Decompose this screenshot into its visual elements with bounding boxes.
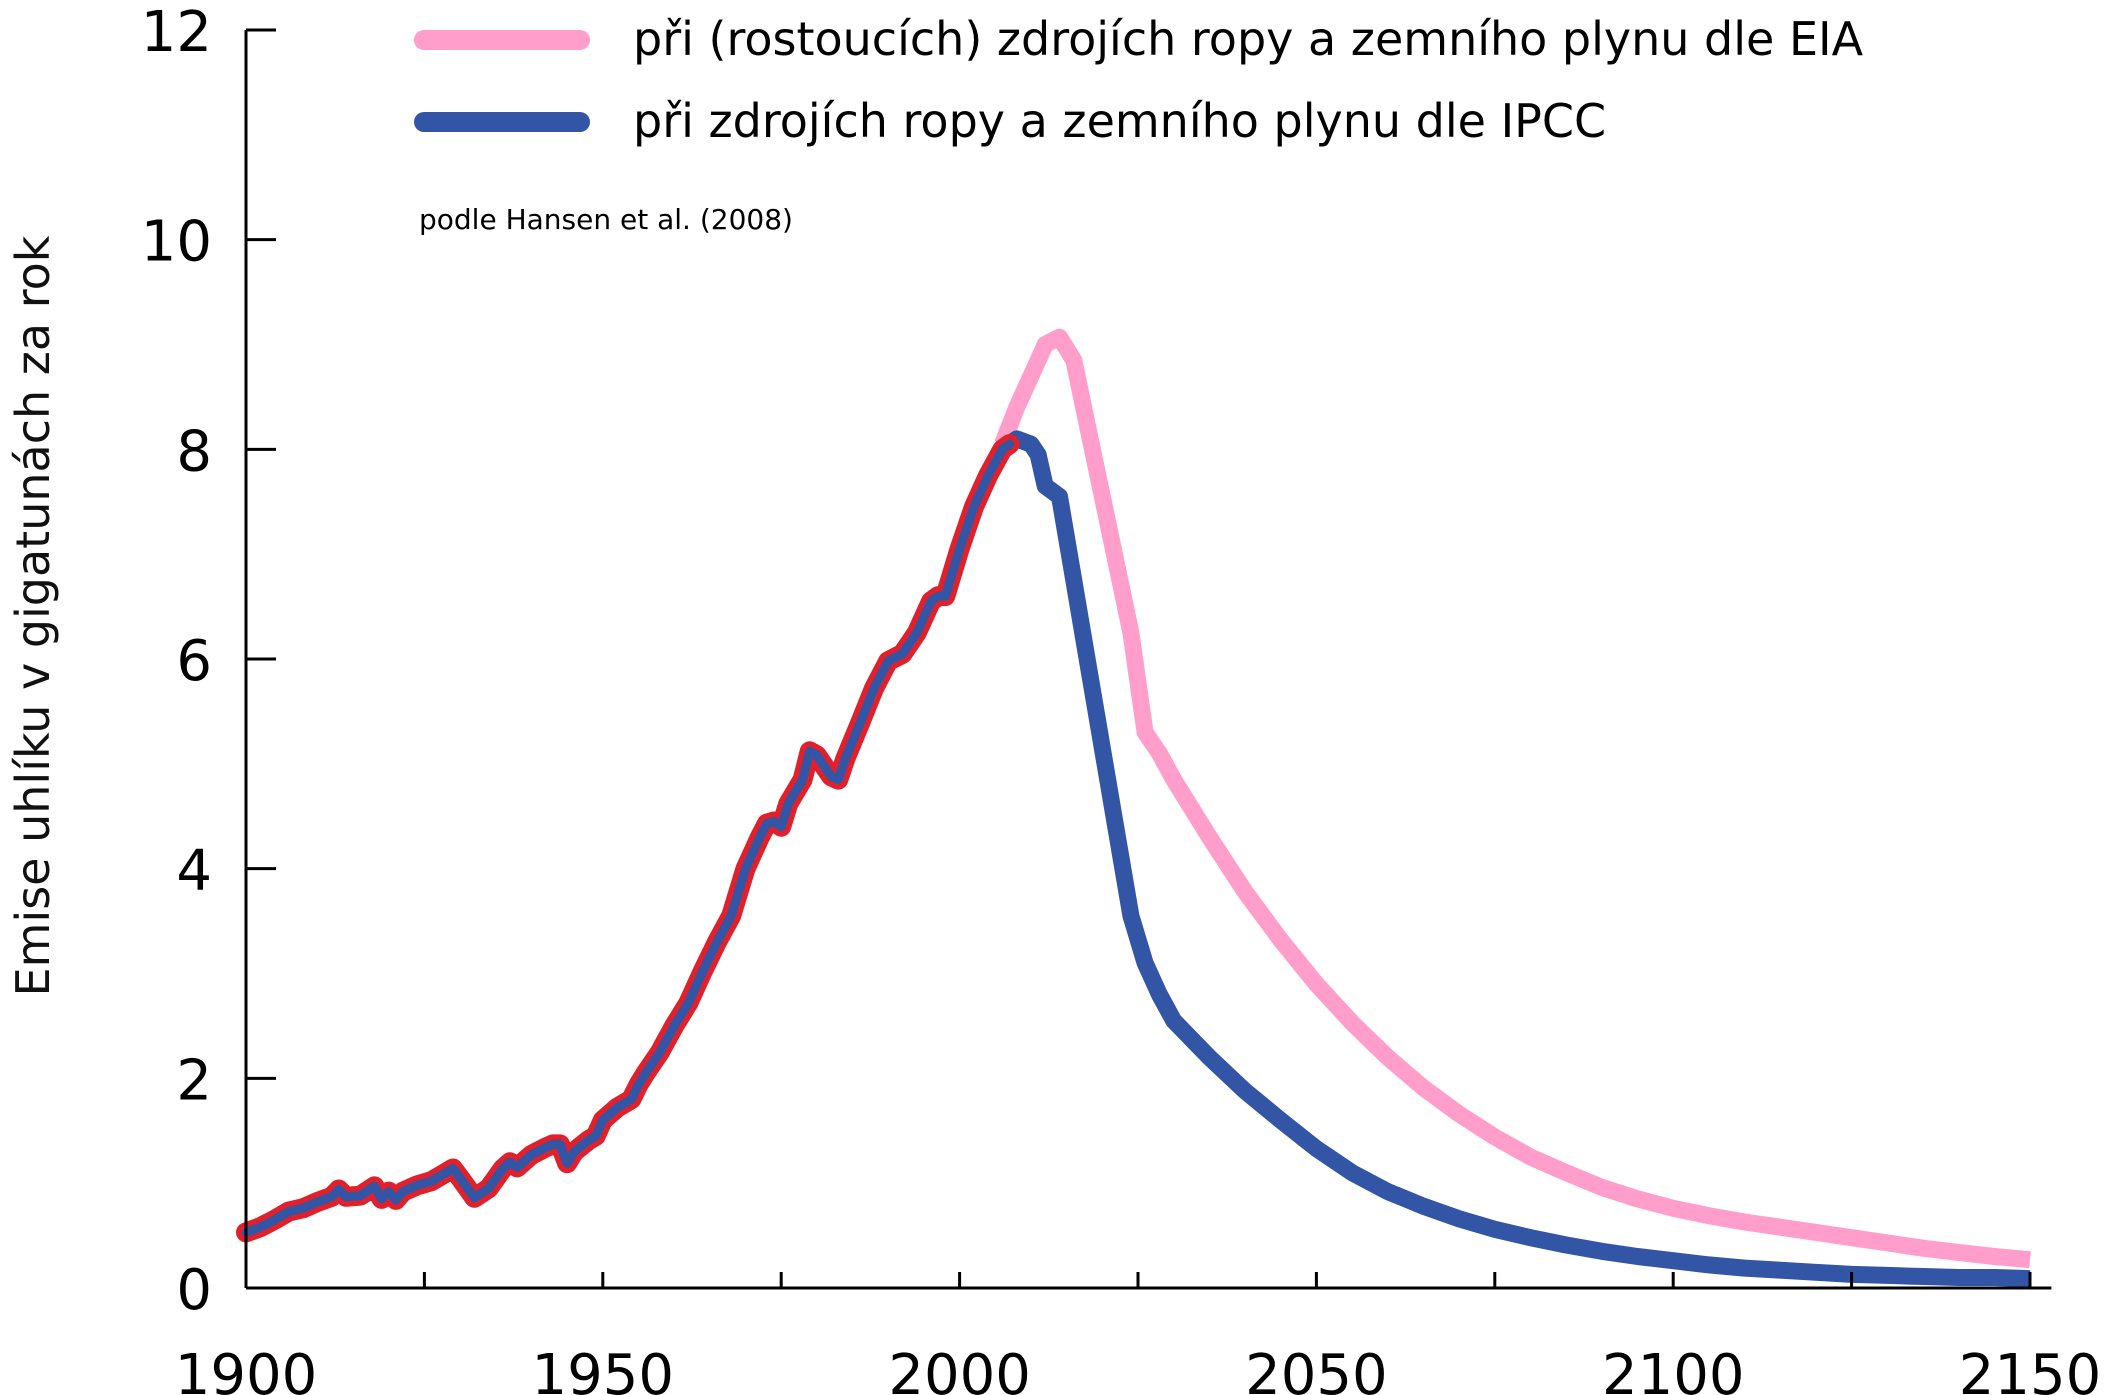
x-tick-label: 2050 <box>1245 1343 1388 1395</box>
x-tick-label: 1900 <box>175 1343 318 1395</box>
x-tick-label: 1950 <box>532 1343 675 1395</box>
historical-series-line <box>241 439 1015 1237</box>
legend-label-ipcc: při zdrojích ropy a zemního plynu dle IP… <box>633 94 1606 148</box>
x-tick-label: 2100 <box>1602 1343 1745 1395</box>
historical-series-outline <box>236 434 1020 1243</box>
ipcc-series-line <box>1004 430 2031 1288</box>
legend-label-eia: při (rostoucích) zdrojích ropy a zemního… <box>633 12 1864 66</box>
y-tick-label: 0 <box>176 1258 212 1323</box>
y-tick-label: 4 <box>176 839 212 904</box>
x-tick-label: 2000 <box>888 1343 1031 1395</box>
x-tick-label: 2150 <box>1959 1343 2102 1395</box>
y-tick-label: 8 <box>176 419 212 484</box>
series-layer <box>236 328 2031 1288</box>
y-axis-label: Emise uhlíku v gigatunách za rok <box>6 235 60 996</box>
source-note: podle Hansen et al. (2008) <box>419 203 793 236</box>
y-tick-label: 6 <box>176 629 212 694</box>
eia-series-line <box>994 328 2031 1269</box>
legend: při (rostoucích) zdrojích ropy a zemního… <box>414 12 1864 148</box>
y-tick-label: 2 <box>176 1048 212 1113</box>
y-tick-label: 10 <box>141 210 212 275</box>
y-tick-label: 12 <box>141 0 212 65</box>
ticks: 1900 1950 2000 2050 2100 2150 0 2 4 6 8 10 12 <box>141 0 2102 1395</box>
